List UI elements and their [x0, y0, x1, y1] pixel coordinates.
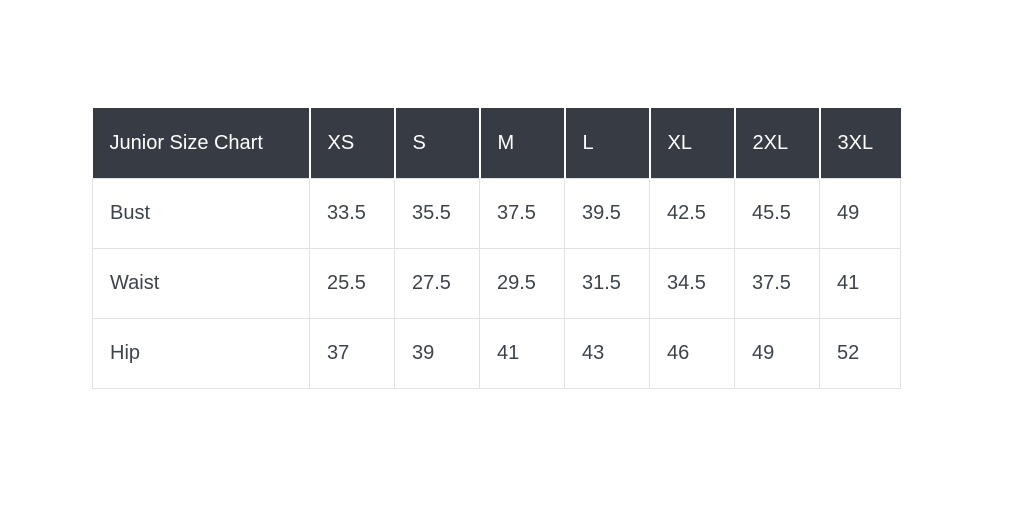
cell-waist-m: 29.5 — [479, 248, 565, 319]
row-label-hip: Hip — [92, 318, 310, 389]
cell-hip-2xl: 49 — [734, 318, 820, 389]
junior-size-chart-table: Junior Size Chart XS S M L XL 2XL 3XL Bu… — [92, 108, 901, 389]
cell-hip-3xl: 52 — [819, 318, 901, 389]
cell-waist-3xl: 41 — [819, 248, 901, 319]
cell-waist-s: 27.5 — [394, 248, 480, 319]
cell-waist-l: 31.5 — [564, 248, 650, 319]
table-row-bust: Bust 33.5 35.5 37.5 39.5 42.5 45.5 49 — [92, 178, 901, 249]
table-row-hip: Hip 37 39 41 43 46 49 52 — [92, 318, 901, 389]
table-header-row: Junior Size Chart XS S M L XL 2XL 3XL — [92, 108, 901, 179]
row-label-bust: Bust — [92, 178, 310, 249]
row-label-waist: Waist — [92, 248, 310, 319]
header-cell-xs: XS — [309, 108, 396, 179]
cell-bust-l: 39.5 — [564, 178, 650, 249]
cell-hip-m: 41 — [479, 318, 565, 389]
header-cell-3xl: 3XL — [819, 108, 901, 179]
cell-hip-xl: 46 — [649, 318, 735, 389]
header-cell-s: S — [394, 108, 481, 179]
cell-waist-xl: 34.5 — [649, 248, 735, 319]
cell-bust-xl: 42.5 — [649, 178, 735, 249]
cell-waist-xs: 25.5 — [309, 248, 395, 319]
cell-bust-xs: 33.5 — [309, 178, 395, 249]
cell-bust-2xl: 45.5 — [734, 178, 820, 249]
cell-bust-3xl: 49 — [819, 178, 901, 249]
cell-hip-xs: 37 — [309, 318, 395, 389]
table-row-waist: Waist 25.5 27.5 29.5 31.5 34.5 37.5 41 — [92, 248, 901, 319]
cell-bust-m: 37.5 — [479, 178, 565, 249]
header-cell-title: Junior Size Chart — [92, 108, 311, 179]
cell-hip-l: 43 — [564, 318, 650, 389]
header-cell-l: L — [564, 108, 651, 179]
size-chart-container: Junior Size Chart XS S M L XL 2XL 3XL Bu… — [92, 108, 901, 389]
header-cell-m: M — [479, 108, 566, 179]
cell-bust-s: 35.5 — [394, 178, 480, 249]
cell-waist-2xl: 37.5 — [734, 248, 820, 319]
header-cell-2xl: 2XL — [734, 108, 821, 179]
header-cell-xl: XL — [649, 108, 736, 179]
cell-hip-s: 39 — [394, 318, 480, 389]
